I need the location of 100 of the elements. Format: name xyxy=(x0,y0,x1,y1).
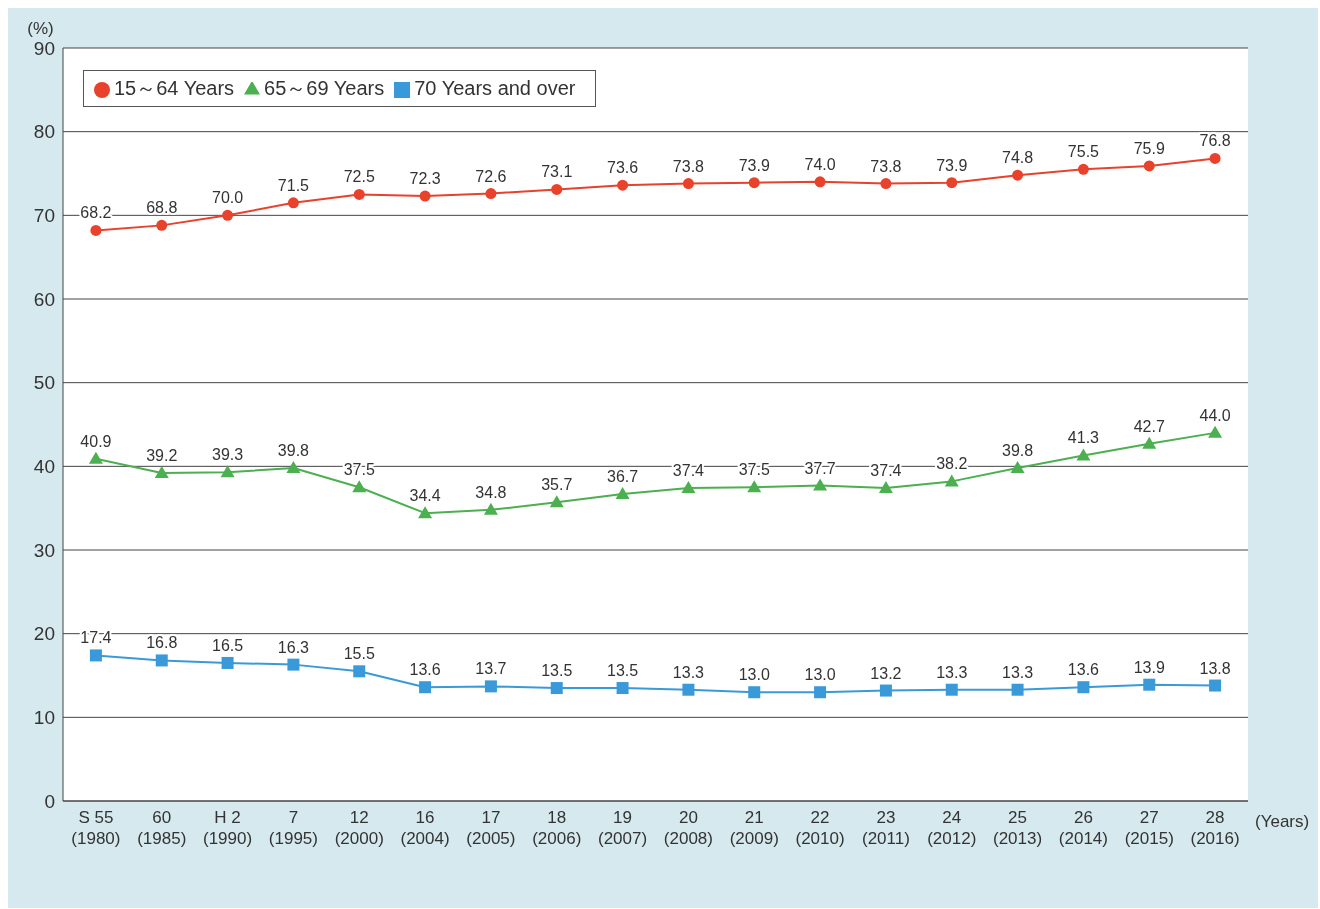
point xyxy=(353,665,366,678)
x-tick-label: 17 (2005) xyxy=(466,808,516,848)
x-tick-label: 26 (2014) xyxy=(1058,808,1108,848)
x-tick-label: 28 (2016) xyxy=(1190,808,1240,848)
data-label: 16.5 xyxy=(212,636,244,654)
data-label: 13.6 xyxy=(1067,661,1100,679)
point xyxy=(287,197,299,209)
point xyxy=(1076,448,1091,461)
data-label: 42.7 xyxy=(1133,417,1165,435)
point xyxy=(155,654,168,667)
data-label: 34.4 xyxy=(409,487,441,505)
point xyxy=(549,495,564,508)
data-label: 13.6 xyxy=(409,661,441,679)
legend-label: 70 Years and over xyxy=(414,77,576,99)
point xyxy=(682,683,695,696)
legend-label: 65～69 Years xyxy=(264,77,385,99)
point xyxy=(748,177,760,189)
point xyxy=(1209,152,1221,164)
point xyxy=(681,481,696,494)
x-tick-label: 20 (2008) xyxy=(663,808,713,848)
data-label: 13.2 xyxy=(870,664,902,682)
x-tick-label: 21 (2009) xyxy=(729,808,779,848)
data-label: 36.7 xyxy=(607,467,639,485)
data-label: 13.0 xyxy=(738,666,770,684)
data-label: 13.3 xyxy=(1002,663,1034,681)
data-label: 74.8 xyxy=(1002,149,1034,167)
data-label: 75.5 xyxy=(1067,143,1100,161)
data-label: 13.0 xyxy=(804,666,836,684)
point xyxy=(1143,160,1155,172)
point xyxy=(617,179,629,191)
y-tick-label: 10 xyxy=(33,707,55,729)
point xyxy=(222,209,234,221)
point xyxy=(1010,461,1025,474)
point xyxy=(221,656,234,669)
point xyxy=(944,474,959,487)
data-label: 73.8 xyxy=(870,157,902,175)
point xyxy=(551,183,563,195)
data-label: 13.5 xyxy=(541,662,573,680)
data-label: 74.0 xyxy=(804,155,836,173)
point xyxy=(813,478,828,491)
point xyxy=(945,683,958,696)
point xyxy=(286,461,301,474)
point xyxy=(1209,679,1222,692)
data-label: 13.8 xyxy=(1199,659,1231,677)
data-label: 13.5 xyxy=(607,662,639,680)
data-label: 16.3 xyxy=(277,638,310,656)
y-tick-label: 0 xyxy=(44,790,55,812)
data-label: 34.8 xyxy=(475,483,507,501)
point xyxy=(550,682,563,695)
data-label: 39.8 xyxy=(1002,442,1034,460)
point xyxy=(682,178,694,190)
data-label: 73.8 xyxy=(672,157,705,175)
x-tick-label: 60 (1985) xyxy=(137,808,187,848)
point xyxy=(748,686,761,699)
x-tick-label: 12 (2000) xyxy=(334,808,384,848)
point xyxy=(1142,436,1157,449)
data-label: 73.6 xyxy=(607,159,639,177)
x-axis-title: (Years) xyxy=(1255,812,1310,832)
y-axis-title: (%) xyxy=(27,19,54,38)
data-label: 75.9 xyxy=(1133,139,1165,157)
data-label: 37.4 xyxy=(870,462,902,480)
x-tick-label: H 2 (1990) xyxy=(203,808,253,848)
point xyxy=(418,506,433,519)
point xyxy=(352,480,367,493)
data-label: 44.0 xyxy=(1199,406,1231,424)
y-tick-label: 80 xyxy=(33,121,55,143)
point xyxy=(1208,425,1223,438)
data-label: 72.3 xyxy=(409,170,441,188)
point xyxy=(880,178,892,190)
data-label: 70.0 xyxy=(212,189,244,207)
data-label: 71.5 xyxy=(277,176,310,194)
point xyxy=(419,190,431,202)
data-label: 73.1 xyxy=(541,163,573,181)
y-tick-label: 50 xyxy=(33,372,55,394)
point xyxy=(483,502,498,515)
point xyxy=(615,486,630,499)
point xyxy=(814,686,827,699)
point xyxy=(946,177,958,189)
data-label: 41.3 xyxy=(1067,429,1100,447)
point xyxy=(1077,681,1090,694)
point xyxy=(814,176,826,188)
legend-label: 15～64 Years xyxy=(114,77,235,99)
x-tick-label: 18 (2006) xyxy=(532,808,582,848)
x-tick-label: 19 (2007) xyxy=(598,808,648,848)
data-label: 13.9 xyxy=(1133,658,1165,676)
point xyxy=(485,188,497,200)
data-label: 39.3 xyxy=(212,446,244,464)
data-label: 13.3 xyxy=(936,663,968,681)
data-label: 73.9 xyxy=(936,156,968,174)
data-label: 35.7 xyxy=(541,476,573,494)
point xyxy=(419,681,432,694)
x-tick-label: 27 (2015) xyxy=(1124,808,1174,848)
point xyxy=(154,466,169,479)
data-label: 16.8 xyxy=(146,634,178,652)
data-label: 39.8 xyxy=(277,442,310,460)
point xyxy=(1143,678,1156,691)
data-label: 39.2 xyxy=(146,447,178,465)
data-label: 68.8 xyxy=(146,199,178,217)
y-tick-label: 30 xyxy=(33,539,55,561)
point xyxy=(287,658,300,671)
